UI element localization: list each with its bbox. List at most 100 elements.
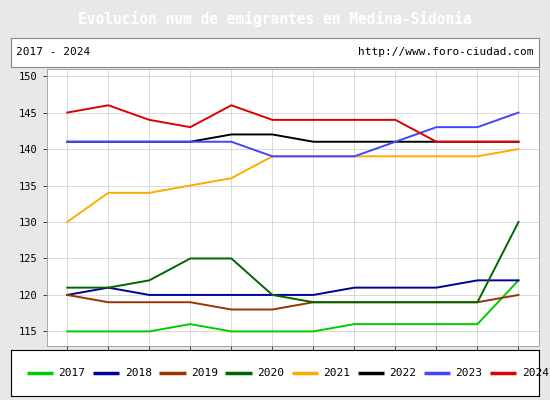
2022 [433,139,440,144]
2023 [269,154,276,159]
2018 [187,292,194,297]
Text: 2017: 2017 [58,368,85,378]
2019 [146,300,152,305]
2020 [228,256,235,261]
2024 [105,103,112,108]
2018 [433,285,440,290]
2022 [64,139,70,144]
2021 [351,154,358,159]
2022 [228,132,235,137]
2023 [433,125,440,130]
2022 [105,139,112,144]
2023 [64,139,70,144]
2023 [146,139,152,144]
2024 [474,139,481,144]
2021 [269,154,276,159]
2017 [392,322,399,326]
2017 [515,278,522,283]
2018 [310,292,317,297]
2022 [269,132,276,137]
Line: 2019: 2019 [67,295,519,310]
2024 [310,118,317,122]
2020 [433,300,440,305]
2024 [146,118,152,122]
Text: 2021: 2021 [323,368,350,378]
2023 [228,139,235,144]
2024 [433,139,440,144]
2020 [64,285,70,290]
Text: http://www.foro-ciudad.com: http://www.foro-ciudad.com [358,47,534,57]
2021 [392,154,399,159]
2018 [392,285,399,290]
2018 [228,292,235,297]
2019 [392,300,399,305]
2019 [515,292,522,297]
2017 [433,322,440,326]
2019 [105,300,112,305]
2020 [392,300,399,305]
2017 [310,329,317,334]
Line: 2017: 2017 [67,280,519,332]
2021 [187,183,194,188]
2017 [64,329,70,334]
2023 [351,154,358,159]
2024 [515,139,522,144]
2022 [392,139,399,144]
2023 [392,139,399,144]
Text: Evolucion num de emigrantes en Medina-Sidonia: Evolucion num de emigrantes en Medina-Si… [78,11,472,27]
2019 [310,300,317,305]
2017 [474,322,481,326]
2024 [187,125,194,130]
Line: 2022: 2022 [67,134,519,142]
2024 [228,103,235,108]
Line: 2021: 2021 [67,149,519,222]
2020 [187,256,194,261]
2023 [187,139,194,144]
2020 [515,220,522,224]
2020 [474,300,481,305]
2021 [105,190,112,195]
2024 [351,118,358,122]
2017 [146,329,152,334]
2017 [269,329,276,334]
2022 [310,139,317,144]
Line: 2023: 2023 [67,112,519,156]
2020 [310,300,317,305]
2019 [228,307,235,312]
2020 [269,292,276,297]
2018 [105,285,112,290]
2017 [187,322,194,326]
Text: 2020: 2020 [257,368,284,378]
2020 [351,300,358,305]
Text: 2018: 2018 [125,368,152,378]
2019 [269,307,276,312]
2018 [515,278,522,283]
2018 [146,292,152,297]
2022 [474,139,481,144]
2024 [392,118,399,122]
2021 [64,220,70,224]
2018 [474,278,481,283]
2024 [64,110,70,115]
2023 [474,125,481,130]
2020 [146,278,152,283]
2018 [269,292,276,297]
2022 [187,139,194,144]
2018 [64,292,70,297]
2022 [515,139,522,144]
2019 [474,300,481,305]
2020 [105,285,112,290]
2021 [515,147,522,152]
Text: 2023: 2023 [455,368,482,378]
2021 [146,190,152,195]
Text: 2024: 2024 [522,368,549,378]
Line: 2018: 2018 [67,280,519,295]
Text: 2017 - 2024: 2017 - 2024 [16,47,91,57]
Text: 2022: 2022 [389,368,416,378]
2023 [515,110,522,115]
2021 [474,154,481,159]
2018 [351,285,358,290]
2023 [105,139,112,144]
2017 [228,329,235,334]
2021 [310,154,317,159]
